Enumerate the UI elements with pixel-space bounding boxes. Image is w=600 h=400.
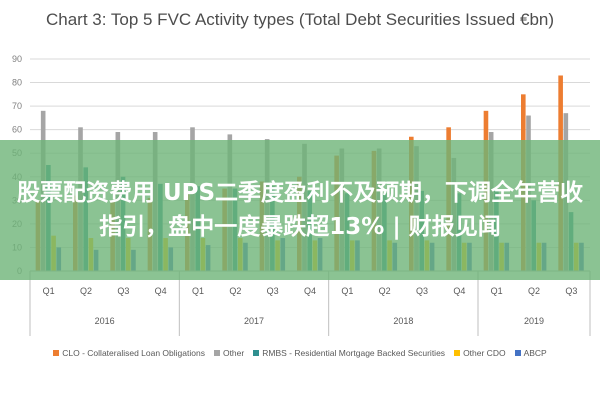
x-tick-label: Q1 xyxy=(192,286,204,296)
x-group-label: 2017 xyxy=(244,316,264,326)
legend-item-other: Other xyxy=(213,348,245,358)
x-tick-label: Q2 xyxy=(379,286,391,296)
x-tick-label: Q1 xyxy=(43,286,55,296)
x-tick-label: Q3 xyxy=(565,286,577,296)
legend-swatch-other-cdo xyxy=(454,350,461,356)
legend-label-clo: CLO - Collateralised Loan Obligations xyxy=(62,348,205,358)
x-tick-label: Q4 xyxy=(304,286,316,296)
x-tick-label: Q3 xyxy=(267,286,279,296)
legend-item-clo: CLO - Collateralised Loan Obligations xyxy=(53,348,205,358)
x-tick-label: Q1 xyxy=(491,286,503,296)
legend-swatch-rmbs xyxy=(253,350,260,356)
legend-label-other-cdo: Other CDO xyxy=(463,348,506,358)
x-tick-label: Q3 xyxy=(416,286,428,296)
headline-text: 股票配资费用 UPS二季度盈利不及预期，下调全年营收指引，盘中一度暴跌超13% … xyxy=(16,180,584,240)
legend-label-abcp: ABCP xyxy=(523,348,547,358)
x-tick-label: Q2 xyxy=(80,286,92,296)
x-tick-label: Q4 xyxy=(453,286,465,296)
headline-overlay-banner[interactable]: 股票配资费用 UPS二季度盈利不及预期，下调全年营收指引，盘中一度暴跌超13% … xyxy=(0,140,600,280)
y-tick-label: 80 xyxy=(12,78,22,88)
y-tick-label: 60 xyxy=(12,125,22,135)
chart-legend: CLO - Collateralised Loan Obligations Ot… xyxy=(0,348,600,358)
x-group-label: 2018 xyxy=(393,316,413,326)
x-tick-label: Q2 xyxy=(528,286,540,296)
legend-label-other: Other xyxy=(222,348,245,358)
legend-item-rmbs: RMBS - Residential Mortgage Backed Secur… xyxy=(253,348,445,358)
legend-item-other-cdo: Other CDO xyxy=(454,348,506,358)
y-tick-label: 90 xyxy=(12,54,22,64)
x-tick-label: Q2 xyxy=(229,286,241,296)
legend-swatch-other xyxy=(213,350,220,356)
x-group-label: 2016 xyxy=(95,316,115,326)
legend-swatch-abcp xyxy=(514,350,521,356)
legend-item-abcp: ABCP xyxy=(514,348,547,358)
y-tick-label: 70 xyxy=(12,101,22,111)
legend-swatch-clo xyxy=(53,350,60,356)
x-tick-label: Q1 xyxy=(341,286,353,296)
x-group-label: 2019 xyxy=(524,316,544,326)
x-tick-label: Q3 xyxy=(117,286,129,296)
x-tick-label: Q4 xyxy=(155,286,167,296)
chart-title: Chart 3: Top 5 FVC Activity types (Total… xyxy=(45,10,555,29)
legend-label-rmbs: RMBS - Residential Mortgage Backed Secur… xyxy=(262,348,446,358)
